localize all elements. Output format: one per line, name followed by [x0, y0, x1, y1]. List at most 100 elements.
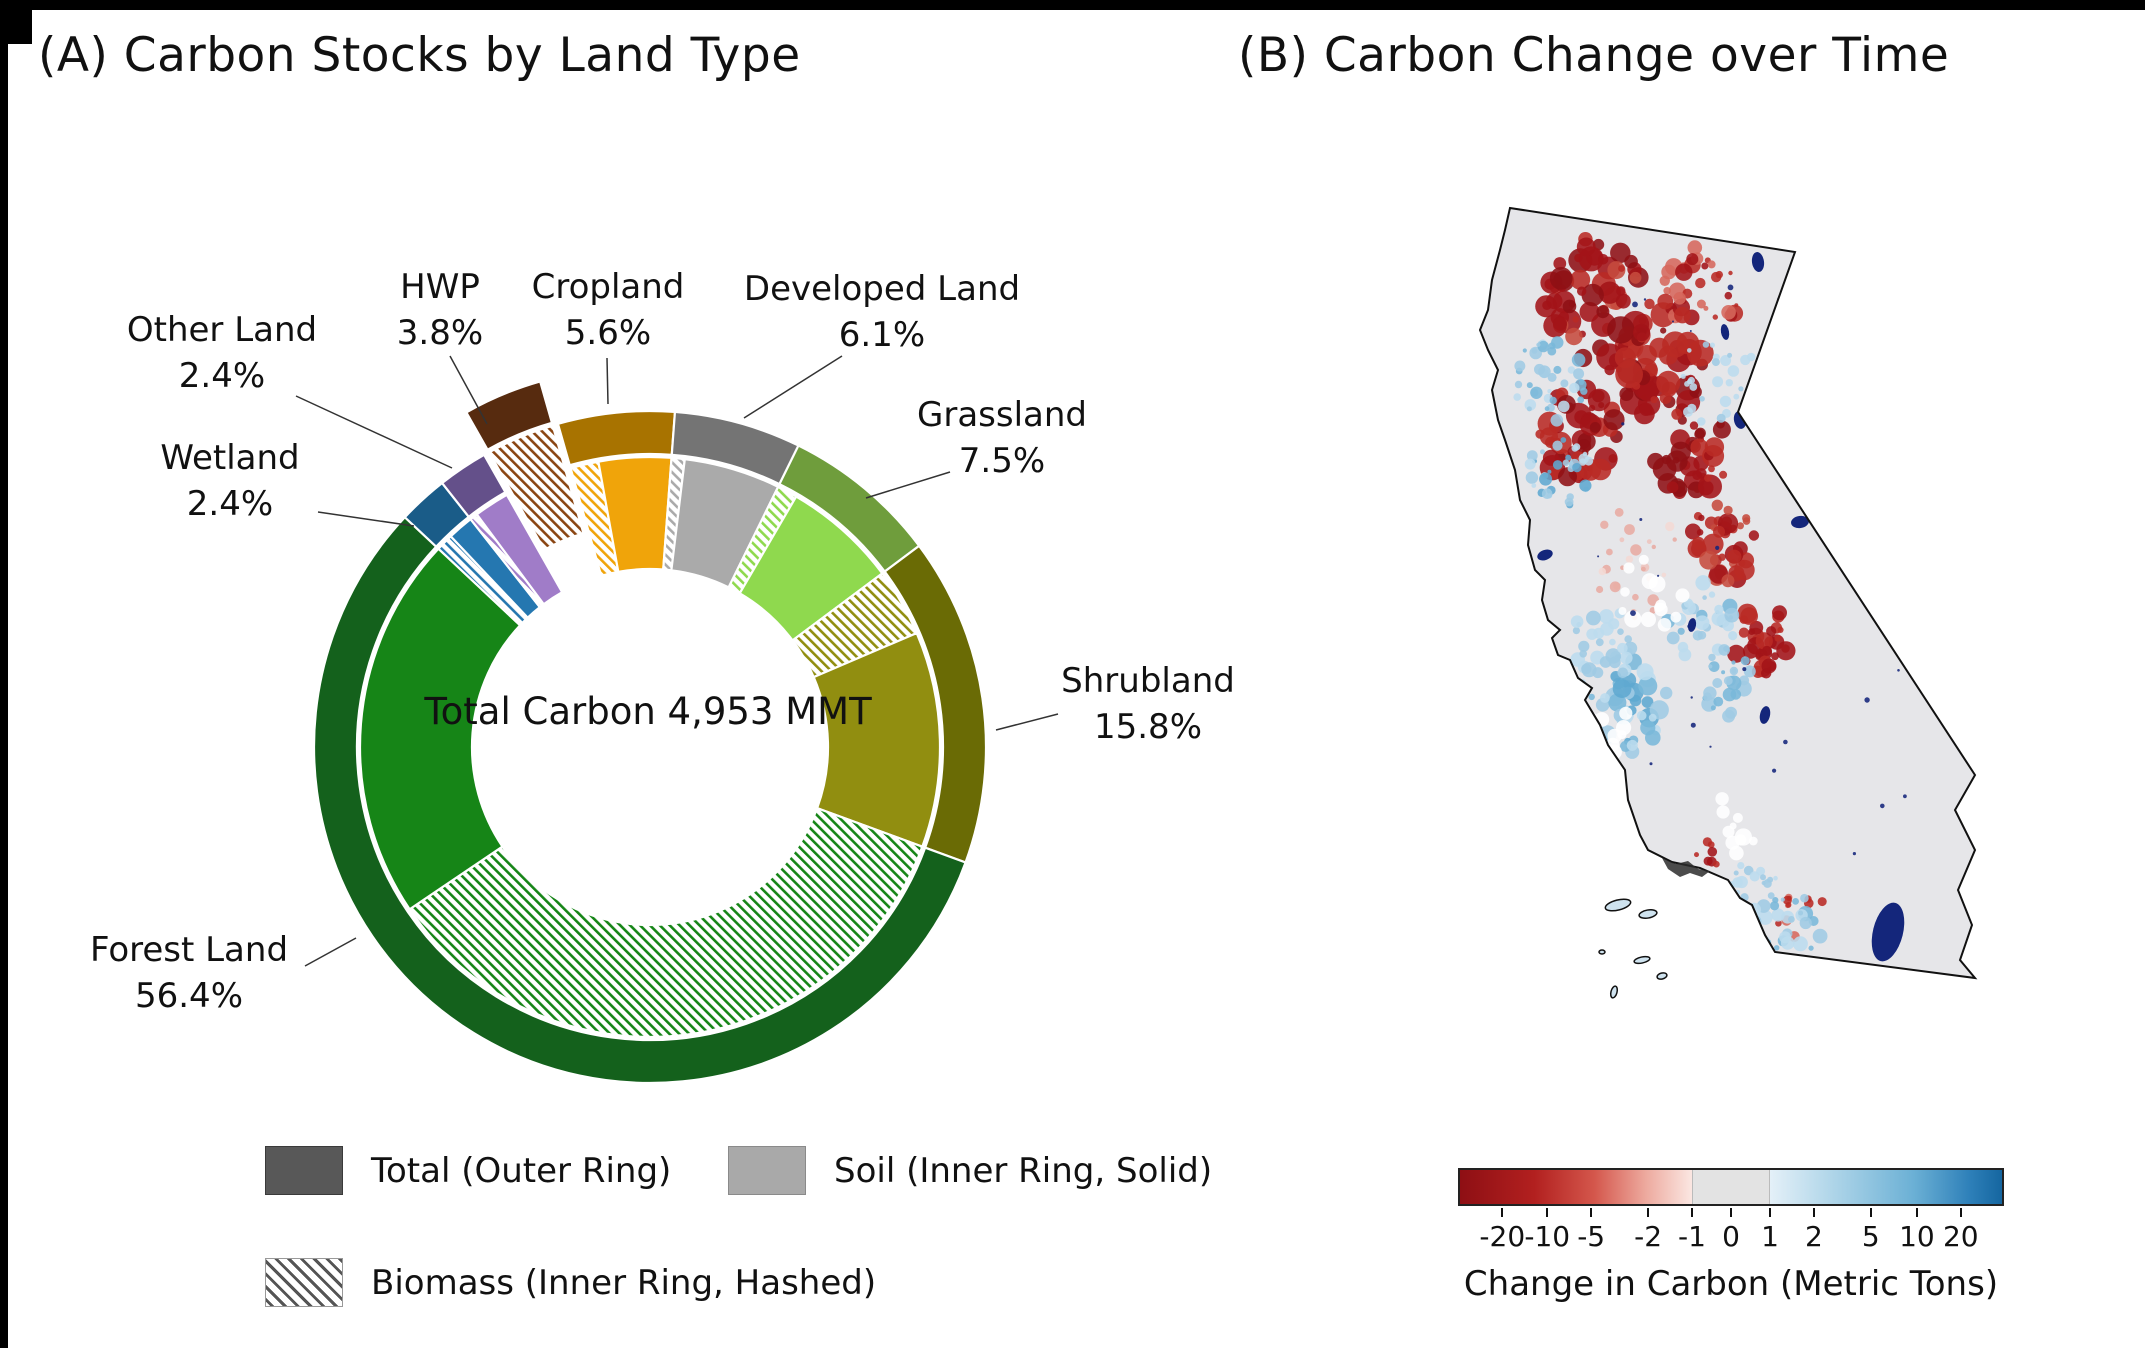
map-raster-layer — [1513, 232, 1939, 964]
label-cropland: Cropland 5.6% — [532, 264, 685, 356]
lake — [1687, 618, 1697, 632]
label-wetland: Wetland 2.4% — [160, 435, 299, 527]
label-shrubland: Shrubland 15.8% — [1061, 658, 1235, 750]
carbon-stocks-donut-chart[interactable] — [0, 0, 1240, 1120]
label-forest-pct: 56.4% — [134, 976, 243, 1016]
colorbar-tick--1 — [1690, 1208, 1693, 1217]
label-developed-pct: 6.1% — [838, 315, 926, 355]
colorbar-tick--2 — [1647, 1208, 1650, 1217]
donut-segment-hwp[interactable] — [464, 380, 585, 552]
biomass-arc-4[interactable] — [408, 806, 924, 1039]
legend-soil-label: Soil (Inner Ring, Solid) — [834, 1150, 1213, 1191]
legend-item-total: Total (Outer Ring) — [265, 1146, 671, 1195]
biomass-swatch — [265, 1258, 343, 1307]
donut-segment-developed-land[interactable] — [662, 410, 800, 589]
top-border-artifact — [0, 0, 2145, 10]
colorbar[interactable]: -20 -10 -5 -2 -1 0 1 2 5 10 20 — [1458, 1168, 2004, 1253]
lake — [1871, 902, 1905, 962]
island — [1633, 955, 1651, 965]
donut-segment-cropland[interactable] — [556, 409, 677, 578]
soil-arc-6[interactable] — [475, 493, 564, 606]
label-forest-name: Forest Land — [89, 930, 289, 970]
lake — [1537, 549, 1553, 561]
donut-center-label: Total Carbon 4,953 MMT — [424, 689, 871, 735]
label-forest-land: Forest Land 56.4% — [90, 927, 288, 1019]
total-ring-7[interactable] — [464, 380, 554, 452]
panel-b-title: (B) Carbon Change over Time — [1238, 28, 1950, 83]
label-developed-name: Developed Land — [743, 269, 1021, 309]
total-swatch — [265, 1146, 343, 1195]
label-hwp-pct: 3.8% — [396, 313, 484, 353]
label-other-pct: 2.4% — [178, 356, 266, 396]
colorbar-ticklabel-10: 10 — [1899, 1220, 1935, 1253]
legend-biomass-label: Biomass (Inner Ring, Hashed) — [371, 1262, 877, 1303]
lake — [1720, 324, 1730, 340]
colorbar-negative-gradient — [1460, 1170, 1692, 1204]
label-shrubland-name: Shrubland — [1061, 661, 1235, 701]
colorbar-tick--20 — [1501, 1208, 1504, 1217]
colorbar-ticklabel--1: -1 — [1678, 1220, 1706, 1253]
colorbar-ticklabel-20: 20 — [1942, 1220, 1979, 1253]
sf-bay — [1662, 858, 1710, 877]
colorbar-ticklabel-5: 5 — [1861, 1220, 1880, 1253]
label-other-name: Other Land — [126, 310, 318, 350]
leader-developed-land — [743, 355, 843, 419]
donut-segment-other-land[interactable] — [440, 453, 564, 609]
leader-grassland — [865, 471, 951, 499]
donut-segment-forest-land[interactable] — [312, 515, 967, 1085]
label-cropland-name: Cropland — [531, 267, 685, 307]
legend-total-label: Total (Outer Ring) — [371, 1150, 672, 1191]
leader-forest-land — [304, 937, 357, 967]
colorbar-ticklabel--20: -20 — [1479, 1220, 1526, 1253]
label-cropland-pct: 5.6% — [564, 313, 652, 353]
panel-a-title: (A) Carbon Stocks by Land Type — [38, 28, 801, 83]
colorbar-positive-gradient — [1770, 1170, 2002, 1204]
leader-hwp — [449, 355, 488, 425]
island — [1656, 972, 1668, 980]
donut-segment-shrubland[interactable] — [791, 544, 988, 864]
island — [1638, 909, 1658, 919]
label-other-land: Other Land 2.4% — [127, 307, 317, 399]
center-label-title: Total Carbon — [424, 690, 656, 733]
colorbar-ticklabel--5: -5 — [1577, 1220, 1606, 1253]
leader-wetland — [317, 511, 415, 527]
colorbar-neutral-segment — [1691, 1170, 1771, 1204]
island — [1604, 898, 1632, 912]
left-border-artifact — [0, 0, 8, 1348]
soil-arc-4[interactable] — [358, 547, 522, 911]
leader-other-land — [295, 395, 453, 469]
colorbar-ticklabel-0: 0 — [1722, 1220, 1740, 1253]
label-hwp: HWP 3.8% — [397, 264, 483, 356]
colorbar-tick-0 — [1730, 1208, 1732, 1217]
biomass-arc-7[interactable] — [487, 424, 585, 552]
label-grassland: Grassland 7.5% — [917, 392, 1087, 484]
lake — [1751, 252, 1765, 272]
island — [1598, 949, 1606, 955]
center-label-value: 4,953 MMT — [667, 690, 872, 733]
colorbar-axis-label: Change in Carbon (Metric Tons) — [1463, 1264, 1999, 1304]
colorbar-ticklabel-2: 2 — [1805, 1220, 1823, 1253]
colorbar-tick-5 — [1869, 1208, 1872, 1217]
leader-cropland — [606, 357, 609, 405]
lake — [1759, 706, 1771, 724]
california-border — [1478, 206, 1978, 980]
california-carbon-change-map[interactable] — [1430, 170, 2030, 1040]
colorbar-tick-10 — [1915, 1208, 1918, 1217]
label-developed-land: Developed Land 6.1% — [744, 266, 1020, 358]
donut-segment-wetland[interactable] — [403, 481, 542, 627]
colorbar-tick-1 — [1769, 1208, 1772, 1217]
label-grassland-name: Grassland — [917, 395, 1087, 435]
colorbar-ticklabel--10: -10 — [1524, 1220, 1571, 1253]
colorbar-tick-20 — [1959, 1208, 1962, 1217]
leader-shrubland — [995, 713, 1059, 731]
label-wetland-name: Wetland — [160, 438, 300, 478]
soil-swatch — [728, 1146, 806, 1195]
lake — [1791, 515, 1809, 529]
legend-item-biomass: Biomass (Inner Ring, Hashed) — [265, 1258, 876, 1307]
label-grassland-pct: 7.5% — [958, 441, 1046, 481]
total-ring-6[interactable] — [440, 453, 507, 519]
colorbar-tick-2 — [1812, 1208, 1815, 1217]
island — [1609, 985, 1619, 999]
label-wetland-pct: 2.4% — [186, 484, 274, 524]
